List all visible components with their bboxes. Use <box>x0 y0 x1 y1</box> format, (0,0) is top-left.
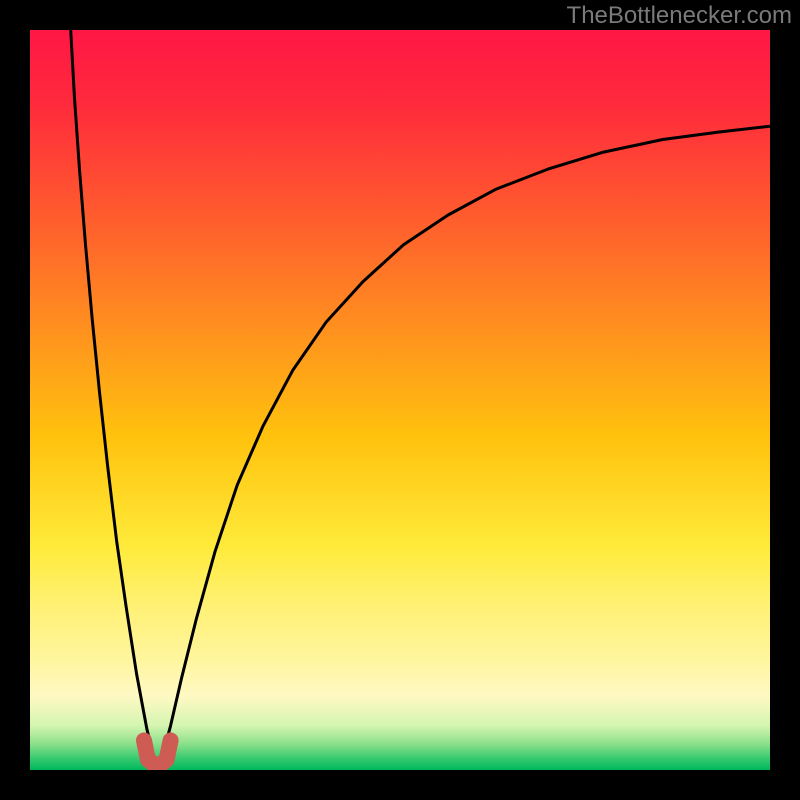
chart-frame: TheBottlenecker.com <box>0 0 800 800</box>
gradient-plot-svg <box>30 30 770 770</box>
watermark-text: TheBottlenecker.com <box>567 2 792 30</box>
plot-area <box>30 30 770 770</box>
